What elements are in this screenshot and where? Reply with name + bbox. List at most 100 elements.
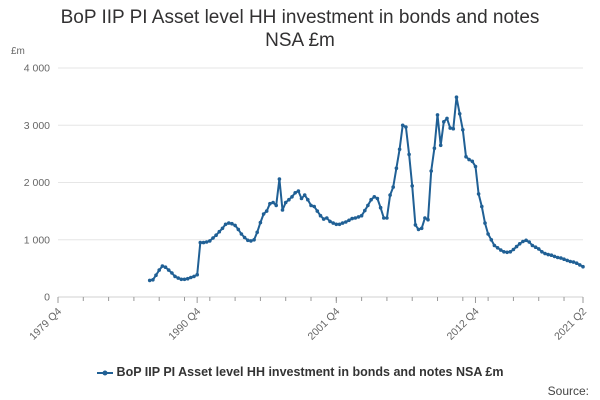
data-point	[353, 216, 358, 220]
data-point	[530, 243, 535, 248]
data-point	[242, 235, 247, 240]
data-point	[543, 251, 547, 256]
legend-series-label: BoP IIP PI Asset level HH investment in …	[116, 365, 504, 379]
data-point	[173, 274, 177, 279]
data-point	[230, 221, 234, 226]
data-point	[435, 113, 440, 117]
data-point	[562, 257, 566, 262]
data-point	[217, 229, 222, 234]
data-point	[540, 250, 544, 254]
data-point	[189, 275, 193, 280]
data-point	[334, 222, 339, 227]
data-point	[170, 271, 174, 275]
data-point	[296, 189, 301, 193]
data-point	[549, 253, 554, 257]
data-point	[457, 112, 462, 116]
y-tick-label: 1 000	[24, 234, 50, 246]
data-point	[350, 216, 354, 221]
data-point	[347, 218, 351, 223]
data-point	[432, 146, 437, 150]
data-point	[502, 250, 506, 254]
data-point	[239, 232, 244, 236]
chart-legend[interactable]: BoP IIP PI Asset level HH investment in …	[0, 365, 600, 379]
data-point	[555, 255, 560, 260]
data-point	[227, 221, 231, 225]
data-point	[277, 177, 282, 181]
data-point	[527, 240, 531, 244]
data-point	[274, 203, 279, 208]
data-point	[157, 268, 161, 272]
data-point	[511, 247, 516, 252]
data-point	[378, 205, 383, 210]
data-point	[321, 217, 326, 221]
data-point	[356, 215, 361, 219]
data-point	[429, 169, 434, 173]
data-point	[445, 116, 449, 121]
data-point	[163, 265, 168, 270]
data-point	[464, 154, 468, 159]
data-point	[382, 216, 386, 220]
data-point	[461, 128, 465, 132]
legend-line-marker-icon	[96, 370, 113, 376]
data-point	[160, 264, 165, 268]
y-tick-label: 0	[44, 292, 50, 304]
data-point	[419, 226, 424, 231]
data-point	[154, 273, 158, 278]
data-point	[426, 217, 430, 222]
data-point	[192, 274, 196, 279]
data-point	[565, 258, 569, 263]
data-point	[264, 209, 269, 213]
data-point	[568, 259, 573, 264]
x-tick-label: 1979 Q4	[27, 306, 64, 343]
data-point	[318, 213, 323, 218]
y-axis-unit-label: £m	[11, 46, 25, 57]
data-point	[185, 276, 190, 281]
data-point	[397, 147, 402, 152]
x-tick-label: 2012 Q4	[445, 306, 482, 343]
data-point	[337, 222, 342, 227]
data-point	[179, 277, 184, 282]
data-point	[521, 239, 525, 244]
x-tick-label: 2021 Q2	[552, 306, 589, 343]
data-point	[451, 126, 456, 131]
data-point	[388, 193, 392, 197]
data-point	[176, 276, 180, 280]
data-point	[280, 208, 285, 212]
data-point	[514, 244, 519, 249]
source-label: Source:	[547, 384, 589, 398]
data-point	[385, 216, 389, 220]
data-point	[483, 221, 487, 225]
data-point	[359, 213, 364, 218]
data-point	[533, 245, 538, 249]
data-point	[470, 159, 475, 164]
data-point	[413, 223, 418, 227]
data-point	[492, 243, 497, 248]
data-point	[546, 252, 550, 257]
data-point	[204, 240, 209, 244]
data-point	[363, 208, 367, 213]
data-point	[236, 227, 241, 232]
data-point	[559, 256, 563, 260]
data-point	[283, 200, 288, 205]
data-point	[223, 222, 228, 227]
data-point	[473, 164, 478, 169]
data-point	[448, 126, 453, 130]
data-point	[423, 216, 427, 220]
data-point	[574, 261, 579, 266]
data-point	[325, 216, 329, 220]
data-point	[198, 240, 203, 245]
data-point	[211, 236, 215, 240]
data-point	[489, 238, 494, 242]
x-tick-label: 1990 Q4	[166, 306, 203, 343]
data-point	[517, 242, 522, 246]
data-point	[340, 221, 345, 225]
data-point	[480, 204, 484, 209]
data-point	[552, 254, 557, 259]
data-point	[258, 220, 263, 225]
data-point	[508, 250, 513, 254]
chart-title-line-2: NSA £m	[265, 30, 335, 51]
data-point	[246, 238, 250, 243]
data-point	[486, 232, 490, 236]
data-point	[328, 219, 332, 224]
